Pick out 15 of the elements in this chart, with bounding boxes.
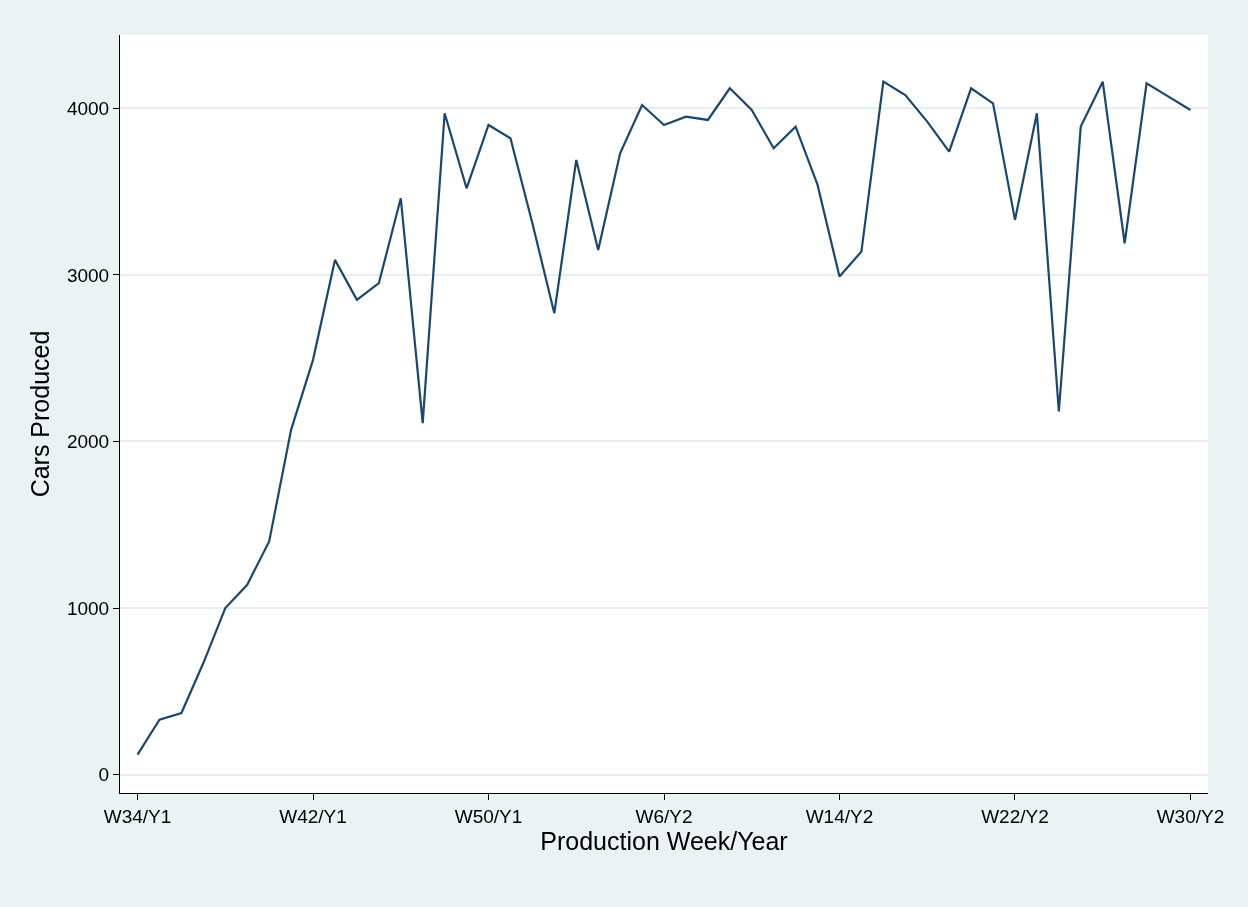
y-tick-label: 0 (98, 764, 110, 786)
x-tick-label: W50/Y1 (454, 805, 523, 827)
y-tick-label: 2000 (66, 431, 110, 453)
x-tick-label: W30/Y2 (1156, 805, 1225, 827)
y-tick-label: 1000 (66, 597, 110, 619)
x-axis-title: Production Week/Year (540, 826, 788, 855)
y-tick-label: 3000 (66, 264, 110, 286)
y-tick-label: 4000 (66, 97, 110, 119)
x-tick-label: W14/Y2 (805, 805, 874, 827)
x-tick-label: W22/Y2 (981, 805, 1049, 827)
y-axis-title: Cars Produced (25, 330, 54, 498)
x-tick-label: W42/Y1 (279, 805, 347, 827)
x-tick-label: W6/Y2 (635, 805, 693, 827)
x-tick-label: W34/Y1 (103, 805, 172, 827)
line-series (136, 80, 1192, 756)
